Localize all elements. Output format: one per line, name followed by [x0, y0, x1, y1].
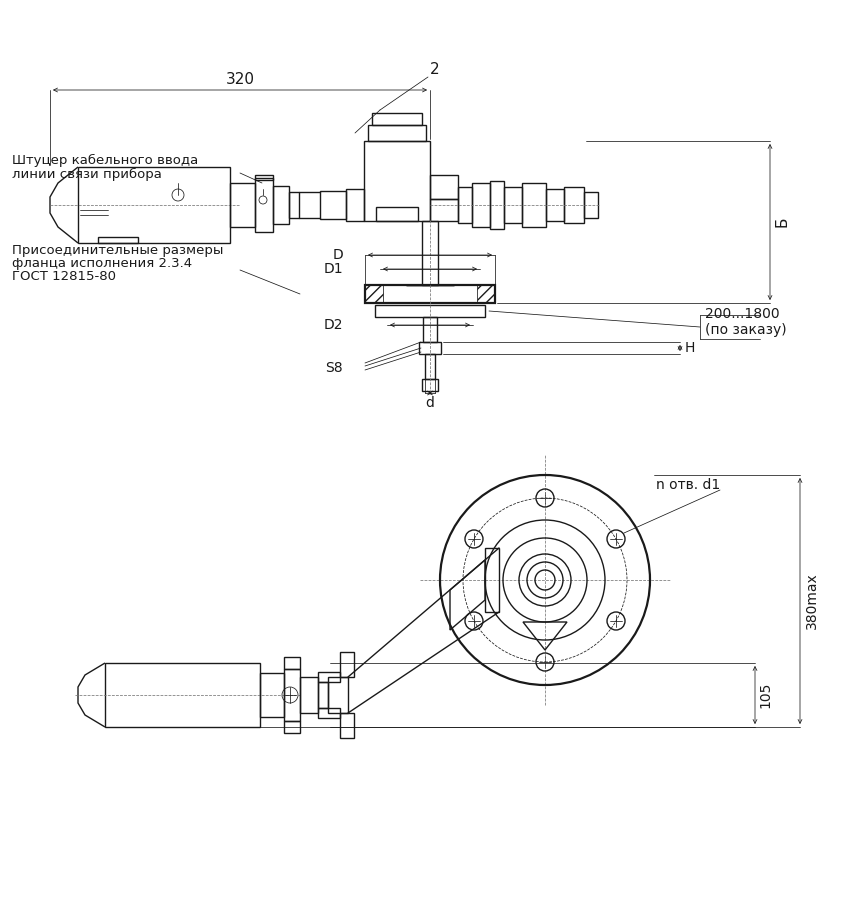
Bar	[522, 183, 546, 227]
Bar	[365, 285, 383, 303]
Bar	[504, 187, 522, 223]
Text: d: d	[426, 396, 435, 410]
Bar	[320, 191, 346, 219]
Text: H: H	[684, 341, 695, 355]
Bar	[375, 305, 485, 317]
Bar	[472, 183, 490, 227]
Text: фланца исполнения 2.3.4: фланца исполнения 2.3.4	[12, 257, 192, 270]
Bar	[584, 192, 598, 218]
Bar	[430, 199, 458, 221]
Text: линии связи прибора: линии связи прибора	[12, 168, 162, 181]
Bar	[300, 677, 318, 713]
Bar	[372, 113, 422, 125]
Bar	[364, 141, 430, 221]
Bar	[230, 183, 255, 227]
Bar	[458, 187, 472, 223]
Bar	[255, 178, 273, 232]
Bar	[477, 285, 495, 303]
Bar	[365, 285, 495, 303]
Text: Б: Б	[774, 217, 789, 227]
Text: 105: 105	[758, 682, 772, 708]
Bar	[425, 354, 435, 379]
Bar	[273, 186, 289, 224]
Bar	[423, 317, 437, 342]
Bar	[546, 189, 564, 221]
Bar	[422, 379, 438, 391]
Bar	[78, 167, 230, 243]
Bar	[376, 207, 418, 221]
Text: S8: S8	[326, 361, 343, 375]
Bar	[346, 189, 364, 221]
Text: Присоединительные размеры: Присоединительные размеры	[12, 244, 223, 257]
Bar	[368, 125, 426, 141]
Bar	[289, 192, 299, 218]
Text: 380max: 380max	[805, 572, 819, 629]
Bar	[430, 175, 458, 199]
Bar	[284, 657, 300, 669]
Bar	[105, 663, 260, 727]
Bar	[284, 669, 300, 721]
Bar	[422, 221, 438, 285]
Bar	[340, 713, 354, 738]
Text: 2: 2	[430, 62, 440, 77]
Text: D2: D2	[323, 318, 343, 332]
Text: D: D	[332, 248, 343, 262]
Text: D1: D1	[323, 262, 343, 276]
Text: ГОСТ 12815-80: ГОСТ 12815-80	[12, 270, 116, 283]
Bar	[564, 187, 584, 223]
Bar	[318, 708, 340, 718]
Text: n отв. d1: n отв. d1	[656, 478, 720, 492]
Bar	[490, 181, 504, 229]
Bar	[419, 342, 441, 354]
Text: Штуцер кабельного ввода: Штуцер кабельного ввода	[12, 154, 198, 167]
Text: 320: 320	[226, 73, 255, 87]
Bar	[255, 175, 273, 180]
Bar	[318, 682, 328, 708]
Bar	[98, 237, 138, 243]
Bar	[284, 721, 300, 733]
Bar	[340, 652, 354, 677]
Text: (по заказу): (по заказу)	[705, 323, 787, 337]
Bar	[318, 672, 340, 682]
Text: 200...1800: 200...1800	[705, 307, 780, 321]
Bar	[485, 548, 499, 612]
Bar	[328, 677, 348, 713]
Bar	[260, 673, 284, 717]
